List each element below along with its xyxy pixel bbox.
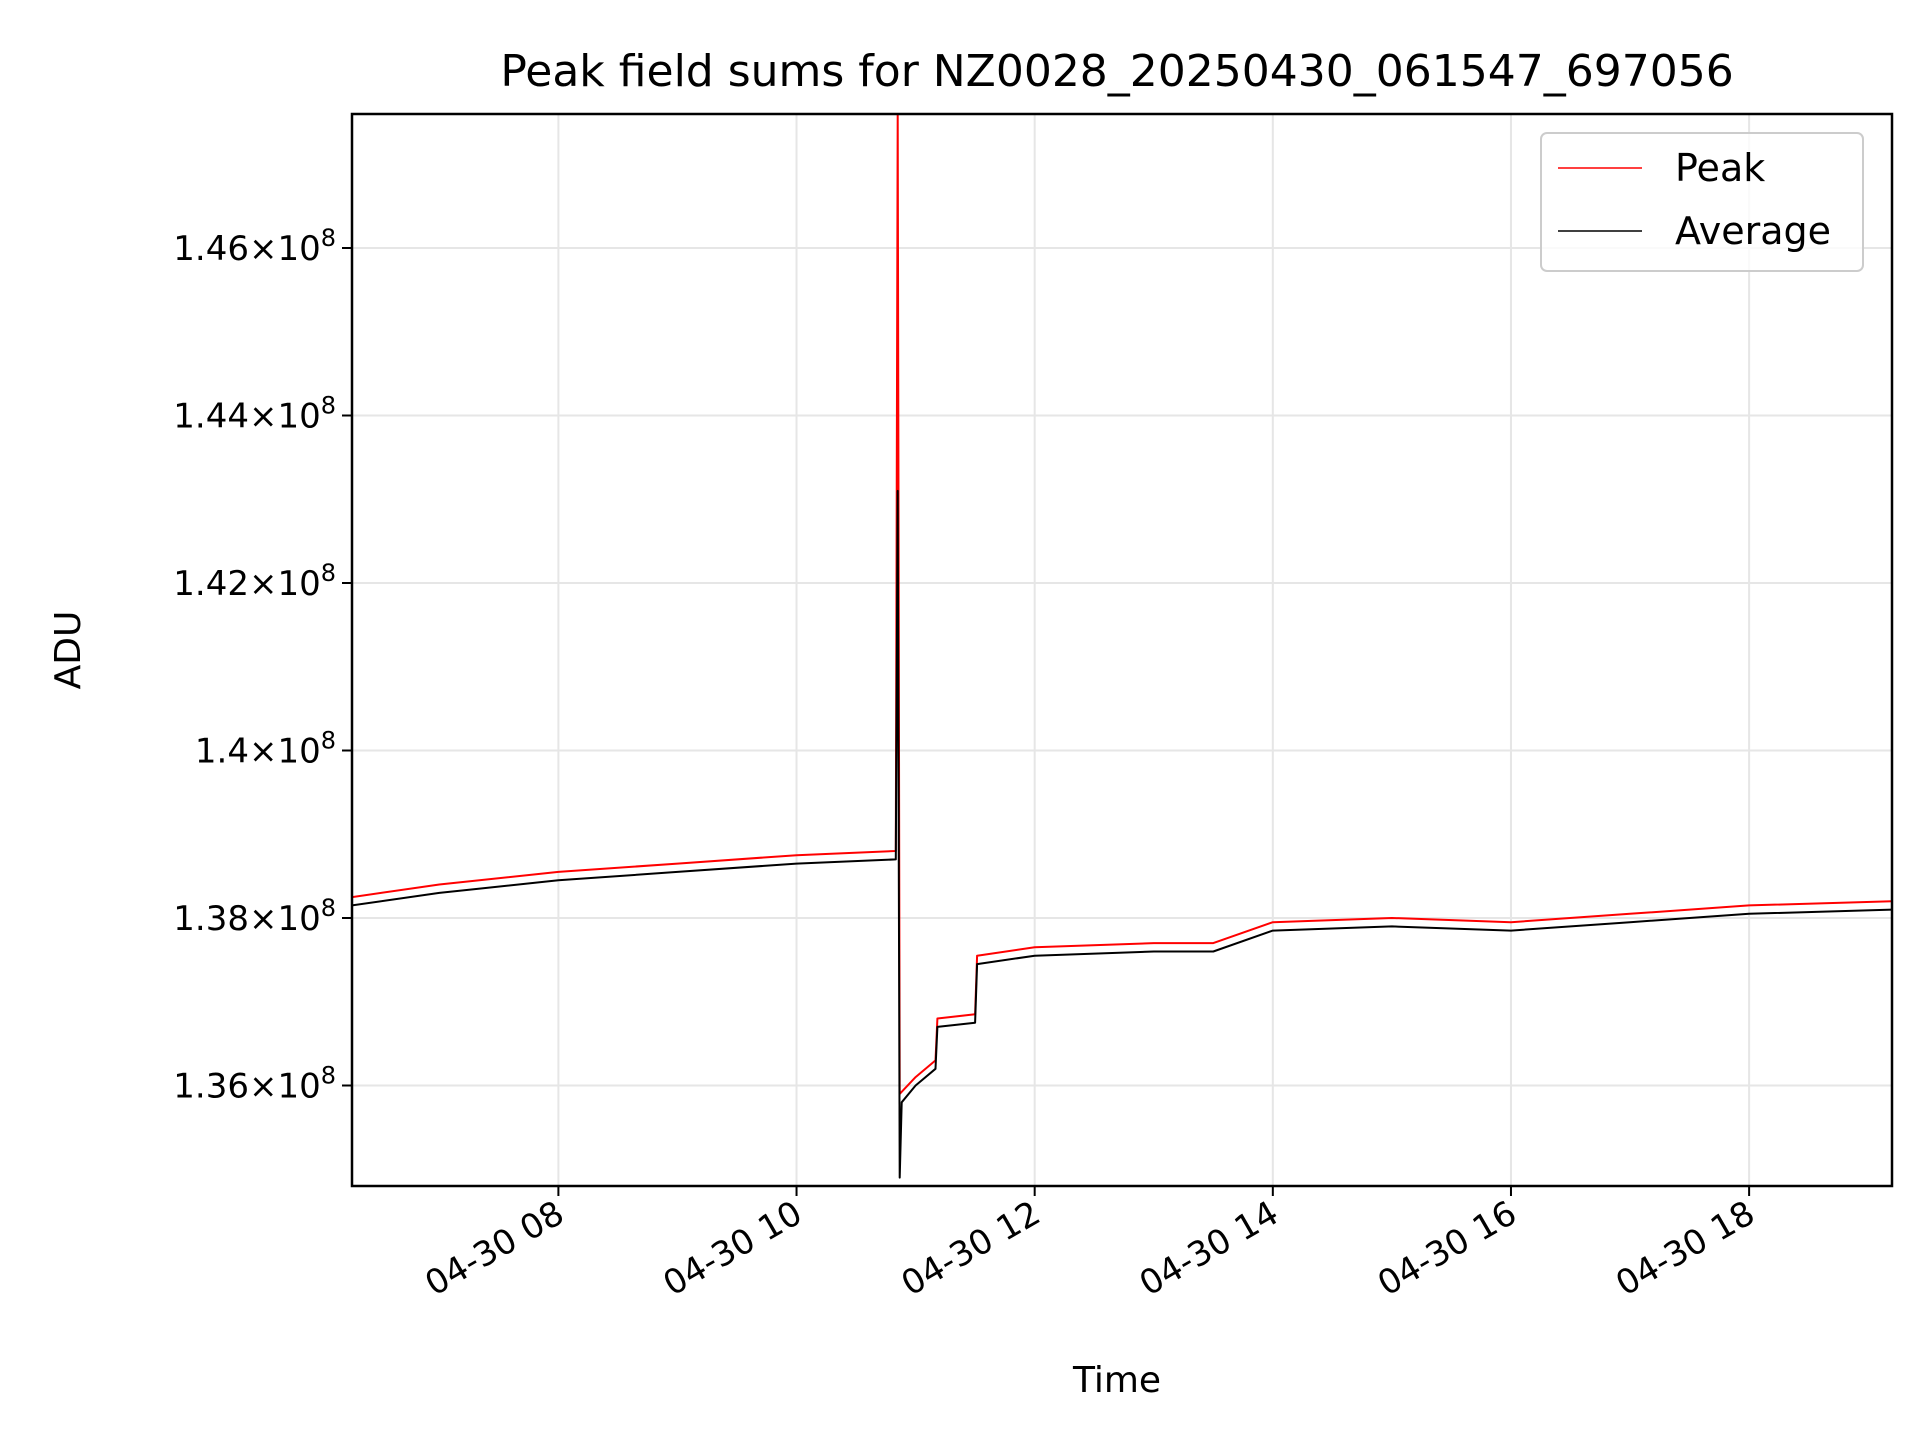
y-tick-label: 1.44×108 [173, 392, 336, 437]
grid [352, 114, 1892, 1186]
x-axis-label: Time [1072, 1360, 1161, 1401]
plot-frame [350, 112, 1894, 1188]
y-tick-label: 1.36×108 [173, 1062, 336, 1107]
y-axis-label: ADU [48, 611, 89, 690]
series-line-peak [352, 114, 1892, 1095]
series-layer [352, 114, 1892, 1179]
y-tick-label: 1.46×108 [173, 224, 336, 269]
y-tick-label: 1.4×108 [195, 727, 336, 772]
legend-label-average: Average [1675, 209, 1831, 253]
y-axis: 1.36×108 1.38×108 1.4×108 1.42×108 1.44×108 1… [173, 224, 352, 1107]
legend: Peak Average [1540, 132, 1864, 272]
y-tick-label: 1.42×108 [173, 559, 336, 604]
chart-title: Peak field sums for NZ0028_20250430_0615… [500, 46, 1733, 97]
legend-label-peak: Peak [1675, 146, 1765, 190]
series-line-average [352, 489, 1892, 1179]
y-tick-label: 1.38×108 [173, 894, 336, 939]
